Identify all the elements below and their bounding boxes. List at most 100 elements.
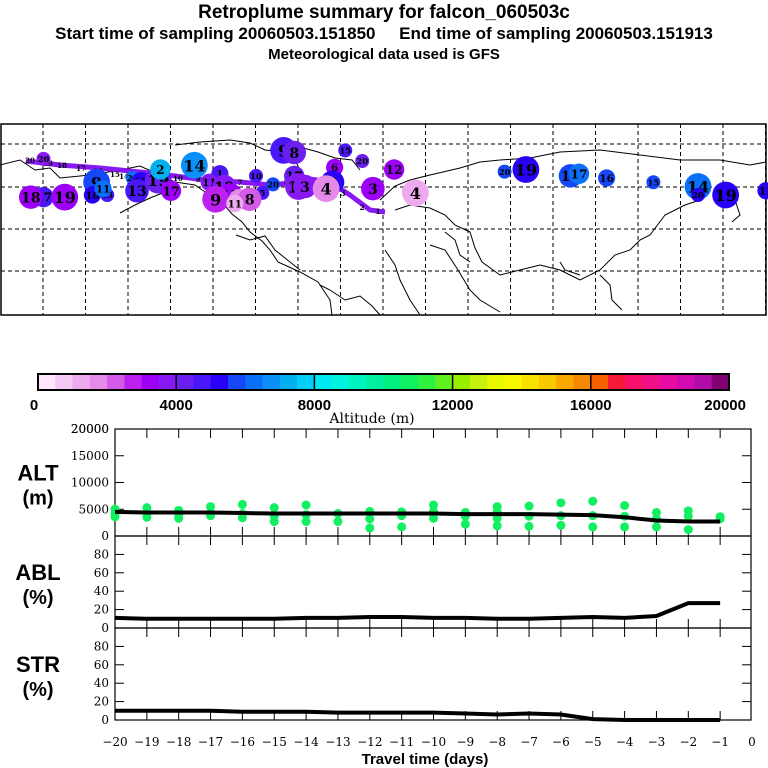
x-tick-label: −9 xyxy=(456,735,474,749)
colorbar-segment xyxy=(711,374,730,390)
y-tick-label: 0 xyxy=(101,621,109,635)
plume-point xyxy=(51,183,79,211)
plume-point-label: 20 xyxy=(38,154,50,164)
y-tick-label: 60 xyxy=(94,566,109,580)
colorbar-segment xyxy=(124,374,143,390)
panel-unit: (%) xyxy=(22,587,53,609)
altitude-sample-point xyxy=(237,513,247,523)
altitude-sample-point xyxy=(683,525,693,535)
coastline-segment xyxy=(444,231,471,263)
colorbar-segment xyxy=(210,374,229,390)
x-tick-label: −12 xyxy=(357,735,382,749)
altitude-sample-point xyxy=(715,512,725,522)
colorbar-segment xyxy=(38,374,56,390)
altitude-sample-point xyxy=(492,502,502,512)
plume-point-label: 19 xyxy=(714,186,736,205)
colorbar-tick-label: 16000 xyxy=(570,397,612,414)
plume-point-label: 2 xyxy=(156,163,165,177)
colorbar-segment xyxy=(245,374,264,390)
y-tick-label: 0 xyxy=(101,529,109,543)
x-tick-label: −20 xyxy=(102,735,127,749)
coastline-segment xyxy=(394,199,701,281)
altitude-sample-point xyxy=(206,502,216,512)
track-day-label: 1 xyxy=(376,207,381,216)
altitude-sample-point xyxy=(620,522,630,532)
x-tick-label: −7 xyxy=(520,735,538,749)
x-tick-label: −10 xyxy=(421,735,446,749)
colorbar-segment xyxy=(348,374,367,390)
y-tick-label: 5000 xyxy=(78,502,109,516)
plume-point-label: 8 xyxy=(245,193,255,209)
plume-point-label: 17 xyxy=(162,184,179,198)
plume-point-label: 11 xyxy=(96,183,110,195)
x-tick-label: −11 xyxy=(389,735,414,749)
colorbar-segment xyxy=(400,374,419,390)
altitude-sample-point xyxy=(556,520,566,530)
plume-point-label: 20 xyxy=(692,190,704,200)
panel-abl: 0 20 40 60 80 ABL(%) xyxy=(15,535,752,635)
plume-point xyxy=(691,188,705,202)
colorbar-tick-label: 0 xyxy=(30,397,38,414)
plume-point-label: 17 xyxy=(570,167,587,181)
colorbar-segment xyxy=(107,374,125,390)
world-map: 2019181716151413121110987654321 20171918… xyxy=(0,123,768,316)
plume-point xyxy=(312,175,340,203)
plume-point xyxy=(712,181,740,209)
colorbar-segment xyxy=(625,374,644,390)
y-tick-label: 80 xyxy=(94,639,109,653)
colorbar-segment xyxy=(608,374,626,390)
colorbar-tick-label: 12000 xyxy=(432,397,474,414)
altitude-sample-point xyxy=(460,519,470,529)
plume-point xyxy=(497,164,512,179)
altitude-sample-point xyxy=(301,517,311,527)
altitude-sample-point xyxy=(492,513,502,523)
track-day-label: 9 xyxy=(196,175,201,184)
plume-point-label: 13 xyxy=(127,184,147,200)
colorbar-segment xyxy=(677,374,695,390)
x-tick-label: −4 xyxy=(616,735,634,749)
x-tick-label: −2 xyxy=(679,735,697,749)
colorbar-segment xyxy=(331,374,350,390)
y-tick-label: 10000 xyxy=(71,476,109,490)
colorbar-segment xyxy=(141,374,160,390)
plume-point xyxy=(94,180,112,198)
altitude-sample-point xyxy=(429,513,438,523)
altitude-sample-point xyxy=(651,507,661,517)
plume-point xyxy=(202,185,230,213)
colorbar-segment xyxy=(176,374,194,390)
track-day-label: 14 xyxy=(119,172,129,181)
colorbar-segment xyxy=(538,374,557,390)
track-day-label: 20 xyxy=(25,156,35,165)
panel-label: ABL xyxy=(15,560,60,585)
colorbar-segment xyxy=(642,374,661,390)
altitude-sample-point xyxy=(142,503,152,513)
altitude-sample-point xyxy=(524,521,534,531)
colorbar-segment xyxy=(193,374,212,390)
altitude-sample-point xyxy=(588,522,598,532)
colorbar-tick-label: 8000 xyxy=(298,397,331,414)
coastline-segment xyxy=(235,234,301,271)
coastline-segment xyxy=(559,261,581,276)
y-tick-label: 40 xyxy=(94,584,109,598)
series-line-alt xyxy=(114,509,721,524)
plume-point xyxy=(401,179,429,207)
colorbar-segment xyxy=(279,374,298,390)
colorbar-segment xyxy=(556,374,575,390)
track-day-label: 3 xyxy=(341,189,346,198)
altitude-colorbar: 0 4000 8000 12000 16000 20000 xyxy=(30,373,746,414)
colorbar-frame xyxy=(37,373,730,391)
plume-point-label: 3 xyxy=(368,182,378,198)
plume-point xyxy=(338,143,353,158)
plume-point xyxy=(226,194,244,213)
y-tick-label: 20000 xyxy=(71,422,109,436)
track-day-label: 7 xyxy=(238,178,243,187)
y-tick-label: 0 xyxy=(101,713,109,727)
met-data-note: Meteorological data used is GFS xyxy=(268,46,500,63)
altitude-sample-point xyxy=(110,512,120,522)
altitude-sample-point xyxy=(524,501,534,511)
altitude-sample-point xyxy=(683,506,693,516)
y-tick-label: 80 xyxy=(94,547,109,561)
plume-point-label: 5 xyxy=(259,188,265,198)
plume-point-label: 16 xyxy=(599,173,613,185)
